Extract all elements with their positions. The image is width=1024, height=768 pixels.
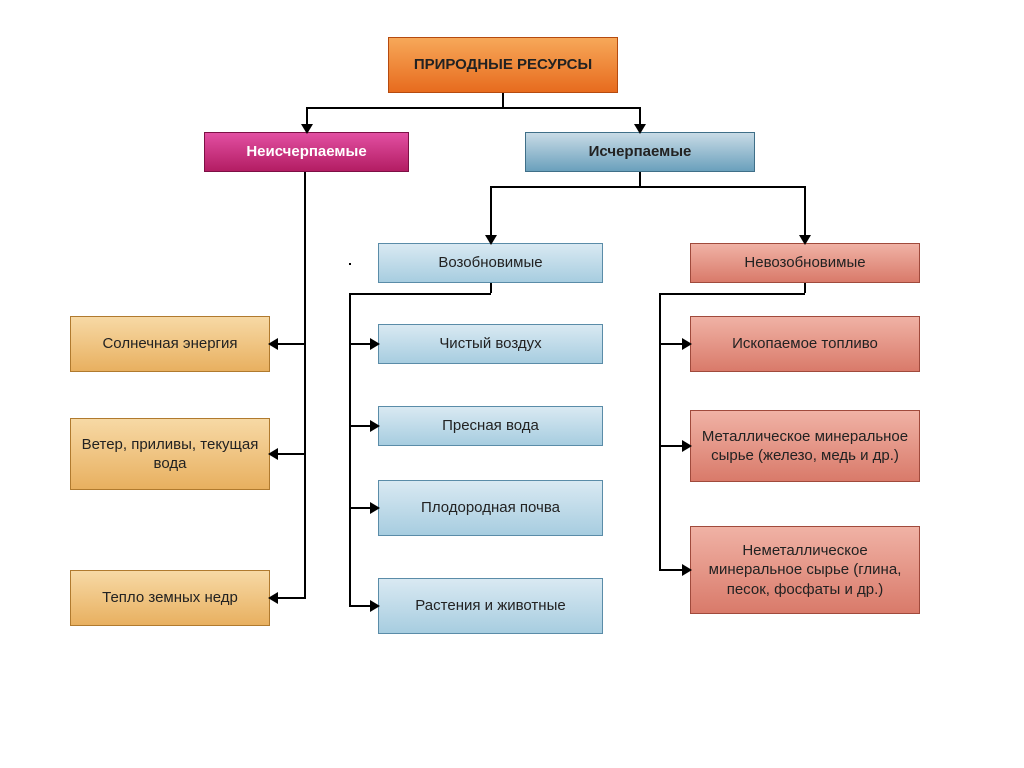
- node-label-fossil_fuel: Ископаемое топливо: [732, 334, 878, 354]
- node-label-renewable: Возобновимые: [438, 253, 542, 273]
- node-wind: Ветер, приливы, текущая вода: [70, 418, 270, 490]
- connector-line: [659, 344, 661, 447]
- connector-line: [350, 425, 370, 427]
- connector-line: [350, 293, 491, 295]
- node-label-nonmetal_mineral: Неметаллическое минеральное сырье (глина…: [699, 541, 911, 600]
- connector-line: [491, 186, 806, 188]
- connector-line: [350, 605, 370, 607]
- arrow-head-icon: [268, 448, 278, 460]
- connector-line: [490, 186, 492, 235]
- arrow-head-icon: [301, 124, 313, 134]
- node-label-fresh_water: Пресная вода: [442, 416, 539, 436]
- connector-line: [349, 293, 351, 345]
- connector-line: [278, 453, 305, 455]
- arrow-head-icon: [370, 600, 380, 612]
- arrow-head-icon: [268, 592, 278, 604]
- connector-line: [304, 172, 306, 186]
- connector-line: [306, 107, 308, 124]
- arrow-head-icon: [268, 338, 278, 350]
- node-clean_air: Чистый воздух: [378, 324, 603, 364]
- connector-line: [349, 344, 351, 427]
- connector-line: [639, 172, 641, 186]
- arrow-head-icon: [370, 420, 380, 432]
- connector-line: [349, 508, 351, 607]
- arrow-head-icon: [370, 338, 380, 350]
- node-fresh_water: Пресная вода: [378, 406, 603, 446]
- connector-line: [490, 283, 492, 293]
- connector-line: [804, 283, 806, 293]
- arrow-head-icon: [682, 338, 692, 350]
- arrow-head-icon: [682, 564, 692, 576]
- node-label-wind: Ветер, приливы, текущая вода: [79, 435, 261, 474]
- connector-line: [659, 446, 661, 571]
- arrow-head-icon: [370, 502, 380, 514]
- node-label-geothermal: Тепло земных недр: [102, 588, 238, 608]
- connector-line: [660, 569, 682, 571]
- node-label-inexhaustible: Неисчерпаемые: [246, 142, 366, 162]
- node-label-flora_fauna: Растения и животные: [415, 596, 565, 616]
- connector-line: [350, 507, 370, 509]
- connector-line: [304, 454, 306, 599]
- arrow-head-icon: [485, 235, 497, 245]
- connector-line: [278, 343, 305, 345]
- connector-line: [659, 293, 661, 345]
- connector-line: [660, 293, 805, 295]
- node-label-fertile_soil: Плодородная почва: [421, 498, 560, 518]
- connector-line: [349, 263, 351, 265]
- connector-line: [350, 343, 370, 345]
- connector-line: [660, 445, 682, 447]
- node-exhaustible: Исчерпаемые: [525, 132, 755, 172]
- arrow-head-icon: [634, 124, 646, 134]
- node-inexhaustible: Неисчерпаемые: [204, 132, 409, 172]
- node-label-solar: Солнечная энергия: [102, 334, 237, 354]
- connector-line: [307, 107, 641, 109]
- node-label-root: ПРИРОДНЫЕ РЕСУРСЫ: [414, 55, 592, 75]
- node-label-exhaustible: Исчерпаемые: [589, 142, 692, 162]
- node-label-nonrenewable: Невозобновимые: [744, 253, 865, 273]
- connector-line: [639, 107, 641, 124]
- node-nonrenewable: Невозобновимые: [690, 243, 920, 283]
- node-fossil_fuel: Ископаемое топливо: [690, 316, 920, 372]
- node-nonmetal_mineral: Неметаллическое минеральное сырье (глина…: [690, 526, 920, 614]
- connector-line: [804, 186, 806, 235]
- connector-line: [660, 343, 682, 345]
- node-geothermal: Тепло земных недр: [70, 570, 270, 626]
- connector-line: [349, 426, 351, 509]
- node-label-clean_air: Чистый воздух: [439, 334, 541, 354]
- arrow-head-icon: [799, 235, 811, 245]
- node-renewable: Возобновимые: [378, 243, 603, 283]
- connector-line: [278, 597, 305, 599]
- arrow-head-icon: [682, 440, 692, 452]
- connector-line: [304, 186, 306, 345]
- connector-line: [502, 93, 504, 107]
- node-solar: Солнечная энергия: [70, 316, 270, 372]
- connector-line: [304, 344, 306, 455]
- node-root: ПРИРОДНЫЕ РЕСУРСЫ: [388, 37, 618, 93]
- node-fertile_soil: Плодородная почва: [378, 480, 603, 536]
- node-metal_mineral: Металлическое минеральное сырье (железо,…: [690, 410, 920, 482]
- node-flora_fauna: Растения и животные: [378, 578, 603, 634]
- node-label-metal_mineral: Металлическое минеральное сырье (железо,…: [699, 427, 911, 466]
